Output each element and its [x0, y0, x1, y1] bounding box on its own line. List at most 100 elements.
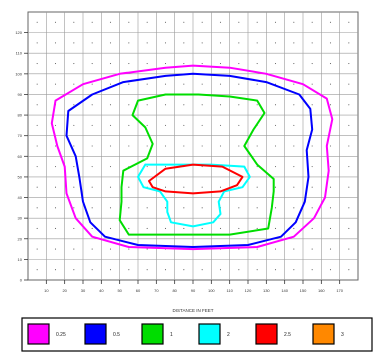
- sample-dot: [348, 62, 350, 65]
- sample-dot: [293, 104, 295, 106]
- sample-dot: [274, 124, 277, 126]
- sample-dot: [274, 166, 277, 168]
- contour-line-2: [137, 163, 251, 228]
- sample-dot: [91, 248, 93, 250]
- sample-dot: [201, 145, 203, 147]
- sample-dot: [73, 227, 75, 230]
- sample-dot: [256, 104, 258, 106]
- sample-dot: [54, 124, 57, 126]
- x-tick-label: 90: [191, 288, 196, 293]
- x-axis-label: DISTANCE IN FEET: [173, 308, 214, 313]
- x-tick-label: 160: [318, 288, 325, 293]
- sample-dot: [311, 21, 313, 23]
- legend-label: 1: [170, 332, 173, 338]
- sample-dot: [311, 248, 313, 250]
- sample-dot: [128, 186, 130, 188]
- sample-dot: [293, 269, 295, 271]
- sample-dot: [164, 104, 167, 106]
- sample-dot: [73, 124, 75, 126]
- sample-dot: [54, 21, 57, 23]
- legend-label: 2: [227, 332, 230, 338]
- sample-dot: [54, 269, 57, 271]
- legend-swatch-1: [141, 323, 164, 345]
- sample-dot: [146, 207, 148, 209]
- sample-dot: [219, 62, 222, 65]
- sample-dot: [256, 269, 258, 271]
- y-tick-label: 120: [15, 30, 22, 35]
- sample-dot: [183, 62, 185, 65]
- sample-dot: [91, 269, 93, 271]
- sample-dot: [201, 207, 203, 209]
- sample-dot: [109, 83, 112, 85]
- legend-swatch-2: [198, 323, 221, 345]
- sample-dot: [219, 145, 222, 147]
- y-tick-label: 110: [16, 51, 23, 56]
- sample-dot: [256, 227, 258, 230]
- sample-dot: [73, 104, 75, 106]
- y-ticks: 0 10 20 30 40 50 60 70 80 90 100 110 120: [15, 30, 28, 283]
- sample-dot: [36, 62, 38, 65]
- sample-dot: [329, 21, 332, 23]
- sample-dot: [73, 207, 75, 209]
- sample-dot: [183, 186, 185, 188]
- sample-dot: [128, 248, 130, 250]
- sample-dot: [201, 166, 203, 168]
- sample-dot: [128, 104, 130, 106]
- sample-dot: [348, 269, 350, 271]
- x-tick-label: 130: [263, 288, 270, 293]
- sample-dot: [293, 186, 295, 188]
- sample-dot: [311, 104, 313, 106]
- sample-dot: [164, 207, 167, 209]
- sample-dot: [311, 145, 313, 147]
- sample-dot: [146, 227, 148, 230]
- sample-dot: [348, 186, 350, 188]
- sample-dot: [54, 248, 57, 250]
- sample-dot: [238, 248, 240, 250]
- sample-dot: [183, 42, 185, 44]
- sample-dot: [109, 227, 112, 230]
- sample-dot: [109, 207, 112, 209]
- sample-dot: [183, 207, 185, 209]
- sample-dot: [183, 83, 185, 85]
- sample-dot: [219, 227, 222, 230]
- sample-dot: [128, 207, 130, 209]
- sample-dot: [36, 269, 38, 271]
- sample-dot: [238, 269, 240, 271]
- sample-dot: [274, 21, 277, 23]
- sample-dot: [54, 227, 57, 230]
- contour-line-1: [118, 93, 275, 236]
- sample-dot: [91, 227, 93, 230]
- sample-dot: [274, 248, 277, 250]
- sample-dot: [256, 21, 258, 23]
- sample-dot: [274, 186, 277, 188]
- sample-dot: [109, 186, 112, 188]
- sample-dot: [256, 207, 258, 209]
- sample-dot: [146, 145, 148, 147]
- sample-dot: [329, 207, 332, 209]
- sample-dot: [73, 83, 75, 85]
- y-tick-label: 10: [18, 257, 23, 262]
- sample-dot: [219, 186, 222, 188]
- sample-dot: [274, 62, 277, 65]
- sample-dot: [54, 83, 57, 85]
- sample-dot: [128, 227, 130, 230]
- sample-dot: [329, 248, 332, 250]
- sample-dot: [73, 269, 75, 271]
- y-tick-label: 40: [18, 195, 23, 200]
- sample-dot: [73, 21, 75, 23]
- sample-dot: [256, 248, 258, 250]
- sample-dot: [274, 145, 277, 147]
- sample-dot: [183, 145, 185, 147]
- sample-dot: [109, 166, 112, 168]
- sample-dot: [201, 42, 203, 44]
- sample-dot: [109, 145, 112, 147]
- sample-dot: [293, 227, 295, 230]
- legend-swatch-2-5: [255, 323, 278, 345]
- x-tick-label: 10: [44, 288, 49, 293]
- sample-dot: [146, 62, 148, 65]
- legend-label: 3: [341, 332, 344, 338]
- sample-dot: [201, 227, 203, 230]
- sample-dot: [36, 21, 38, 23]
- contour-line-0-5: [65, 72, 314, 248]
- contour-line-2-5: [148, 163, 244, 195]
